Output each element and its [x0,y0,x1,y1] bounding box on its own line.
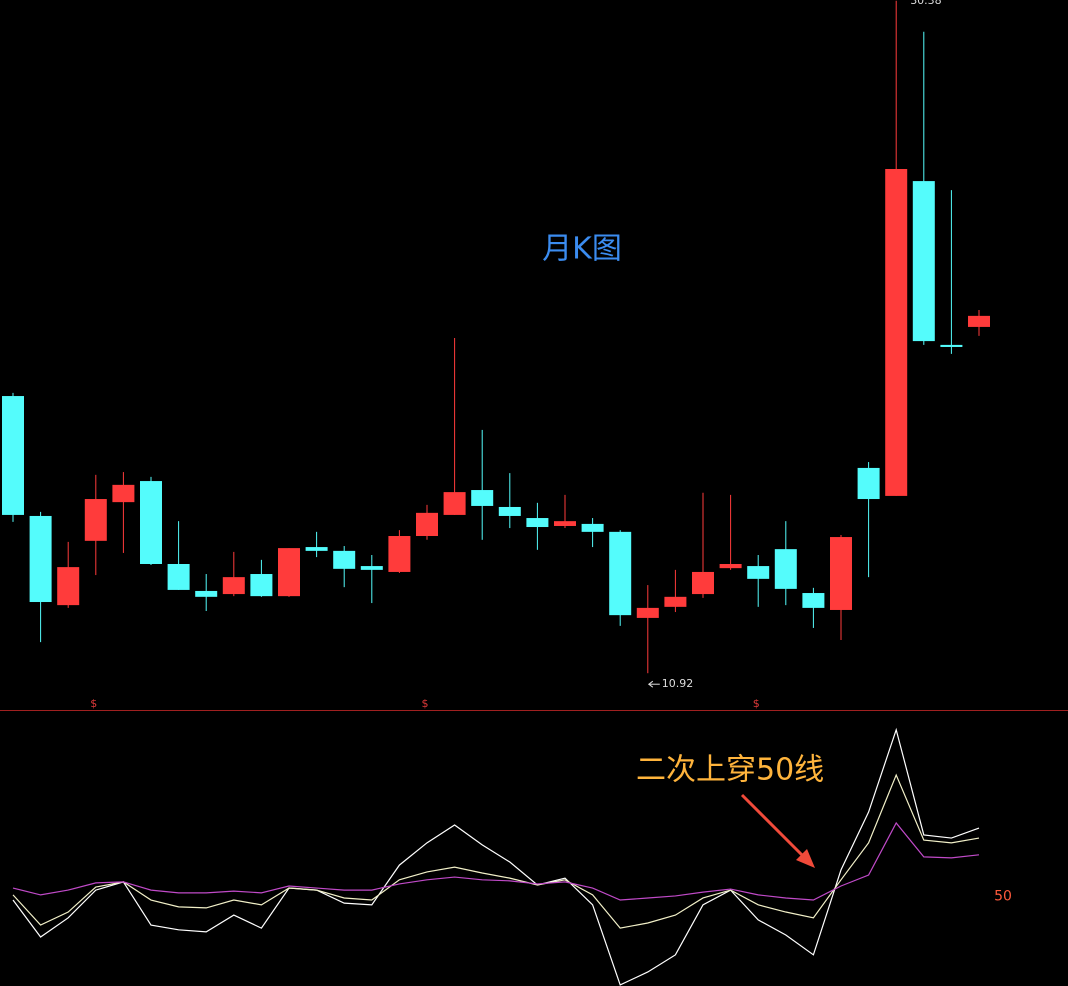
candle-body [802,593,825,608]
high-label: 30.38 [910,0,942,7]
candle-body [195,590,218,597]
period-marker: $ [90,697,97,710]
indicator-annotation: 二次上穿50线 [636,753,824,788]
candle-body [885,168,908,496]
candle-body [305,547,328,551]
candle-body [912,181,935,342]
candle-body [526,518,549,528]
candle-body [222,577,245,595]
chart-annotation: 月K图 [542,232,622,267]
candle-body [830,537,852,610]
candle-body [333,550,356,569]
y-tick-label: 50 [994,888,1012,904]
candle-body [857,467,880,500]
annotation-arrowhead [796,849,815,868]
candle-body [940,344,963,347]
indicator-line [12,727,980,986]
candle-body [636,607,659,618]
candle-body [416,512,438,537]
candle-body [774,549,797,589]
candle-body [388,536,411,572]
candle-body [554,521,576,526]
candle-body [278,548,300,597]
candle-body [250,574,273,597]
candle-body [968,315,990,327]
candle-body [57,567,80,606]
candle-body [692,571,714,595]
candle-body [167,564,190,590]
annotation-arrow [740,793,807,860]
candle-body [443,492,466,515]
candle-body [140,481,162,564]
candle-body [609,531,632,616]
candle-body [112,484,135,503]
candle-body [581,523,604,532]
candle-body [471,490,494,506]
candle-body [360,566,383,570]
indicator-line [12,821,980,901]
indicator-line [12,773,980,929]
period-marker: $ [753,697,760,710]
candle-body [719,564,742,569]
period-marker: $ [422,697,429,710]
candle-body [664,596,687,607]
candle-body [498,506,521,516]
candle-body [84,499,107,541]
candle-body [29,515,52,603]
candle-body [2,396,24,515]
candle-body [747,566,770,579]
low-label: 10.92 [662,677,694,690]
low-pointer-head [647,680,654,688]
